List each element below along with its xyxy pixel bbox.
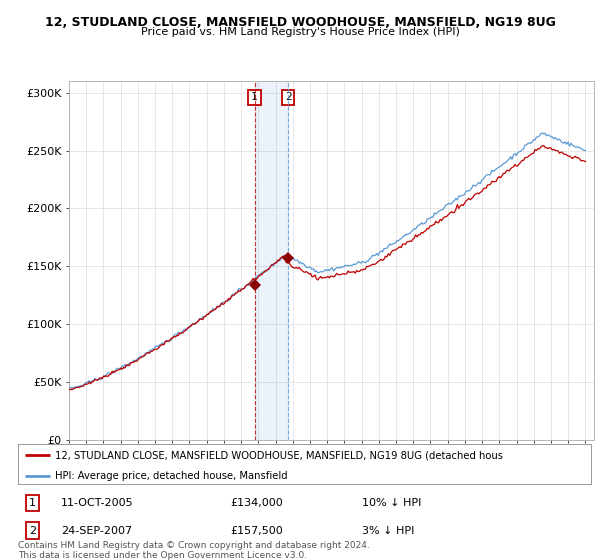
Text: 12, STUDLAND CLOSE, MANSFIELD WOODHOUSE, MANSFIELD, NG19 8UG: 12, STUDLAND CLOSE, MANSFIELD WOODHOUSE,… — [44, 16, 556, 29]
Text: 12, STUDLAND CLOSE, MANSFIELD WOODHOUSE, MANSFIELD, NG19 8UG (detached hous: 12, STUDLAND CLOSE, MANSFIELD WOODHOUSE,… — [55, 450, 503, 460]
Text: Price paid vs. HM Land Registry's House Price Index (HPI): Price paid vs. HM Land Registry's House … — [140, 27, 460, 37]
Text: 1: 1 — [251, 92, 258, 102]
Text: 2: 2 — [29, 526, 36, 535]
Text: 10% ↓ HPI: 10% ↓ HPI — [362, 498, 421, 508]
Text: 1: 1 — [29, 498, 36, 508]
Text: 11-OCT-2005: 11-OCT-2005 — [61, 498, 134, 508]
Text: 24-SEP-2007: 24-SEP-2007 — [61, 526, 132, 535]
Text: 3% ↓ HPI: 3% ↓ HPI — [362, 526, 414, 535]
Text: £134,000: £134,000 — [230, 498, 283, 508]
Text: 2: 2 — [285, 92, 292, 102]
Text: £157,500: £157,500 — [230, 526, 283, 535]
Text: HPI: Average price, detached house, Mansfield: HPI: Average price, detached house, Mans… — [55, 470, 288, 480]
Bar — [254, 81, 288, 440]
Text: Contains HM Land Registry data © Crown copyright and database right 2024.
This d: Contains HM Land Registry data © Crown c… — [18, 540, 370, 560]
